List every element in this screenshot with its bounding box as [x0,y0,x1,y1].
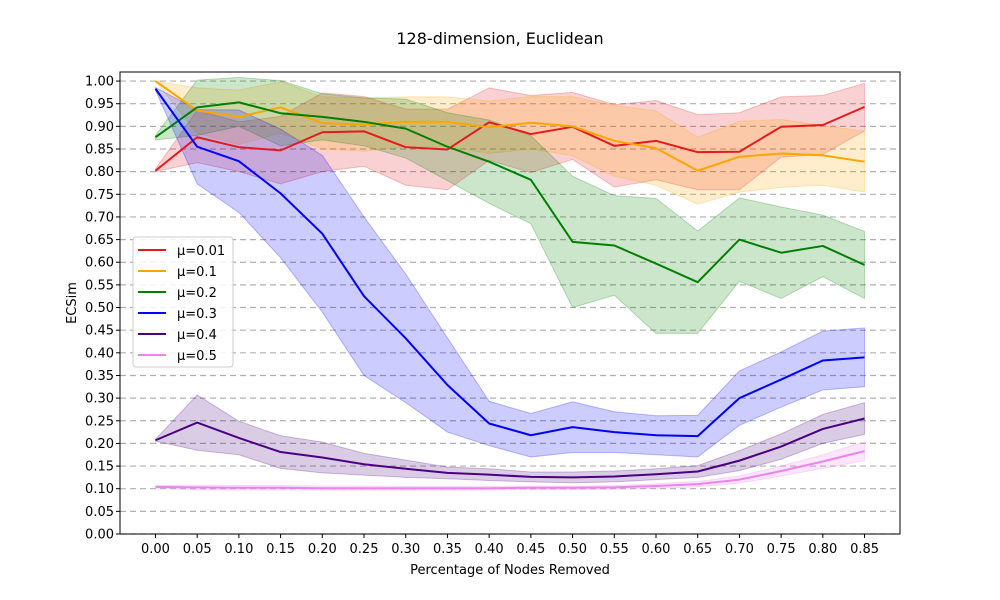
y-tick-label: 0.00 [85,528,114,543]
x-tick-label: 0.30 [391,542,420,557]
y-tick-label: 0.90 [85,120,114,135]
legend-label: μ=0.1 [177,265,217,280]
x-tick-label: 0.40 [475,542,504,557]
y-tick-label: 0.50 [85,301,114,316]
x-tick-label: 0.25 [350,542,379,557]
y-tick-label: 0.70 [85,210,114,225]
confidence-band [154,82,866,191]
series-line [154,101,865,284]
x-tick-label: 0.20 [308,542,337,557]
legend-label: μ=0.2 [177,286,217,301]
series-line [155,450,865,490]
y-tick-label: 0.20 [85,437,114,452]
y-axis-label: ECSim [65,282,80,324]
y-tick-label: 0.85 [85,143,114,158]
x-axis-ticks: 0.00 0.05 0.10 0.15 0.20 0.25 0.30 0.35 0.40 0.45… [141,534,879,557]
series-line [154,80,865,172]
y-tick-label: 0.55 [85,278,114,293]
x-tick-label: 0.35 [433,542,462,557]
x-axis-label: Percentage of Nodes Removed [410,563,610,578]
x-tick-label: 0.70 [725,542,754,557]
series-line [155,417,865,479]
legend-label: μ=0.01 [177,244,225,259]
x-tick-label: 0.75 [767,542,796,557]
confidence-band [154,394,866,484]
legend-label: μ=0.5 [177,349,217,364]
y-tick-label: 0.25 [85,414,114,429]
legend-label: μ=0.3 [177,307,217,322]
y-axis-ticks: 0.00 0.05 0.10 0.15 0.20 0.25 0.30 0.35 0.40 0.45… [85,75,120,543]
confidence-band [154,86,866,458]
x-tick-label: 0.00 [141,542,170,557]
confidence-band [154,440,866,491]
y-tick-label: 0.30 [85,392,114,407]
y-tick-label: 0.60 [85,256,114,271]
confidence-band [154,76,866,334]
chart-title: 128-dimension, Euclidean [396,29,603,48]
x-tick-label: 0.55 [600,542,629,557]
y-tick-label: 0.95 [85,97,114,112]
y-tick-label: 0.75 [85,188,114,203]
y-tick-label: 0.40 [85,346,114,361]
y-tick-label: 1.00 [85,75,114,90]
x-tick-label: 0.15 [266,542,295,557]
x-tick-label: 0.85 [850,542,879,557]
y-tick-label: 0.10 [85,482,114,497]
x-tick-label: 0.80 [808,542,837,557]
y-tick-label: 0.65 [85,233,114,248]
confidence-bands [154,76,866,491]
x-tick-label: 0.50 [558,542,587,557]
x-tick-label: 0.10 [224,542,253,557]
y-tick-label: 0.15 [85,460,114,475]
legend: μ=0.01 μ=0.1 μ=0.2 μ=0.3 μ=0.4 μ=0.5 [132,236,234,368]
x-tick-label: 0.60 [642,542,671,557]
x-tick-label: 0.45 [516,542,545,557]
y-tick-label: 0.80 [85,165,114,180]
series-line [154,105,865,172]
y-tick-label: 0.05 [85,505,114,520]
y-tick-label: 0.35 [85,369,114,384]
x-tick-label: 0.65 [683,542,712,557]
plot-frame [119,71,901,535]
y-tick-label: 0.45 [85,324,114,339]
series-line [154,88,865,438]
x-tick-label: 0.05 [183,542,212,557]
series-lines [154,80,865,490]
legend-label: μ=0.4 [177,328,217,343]
